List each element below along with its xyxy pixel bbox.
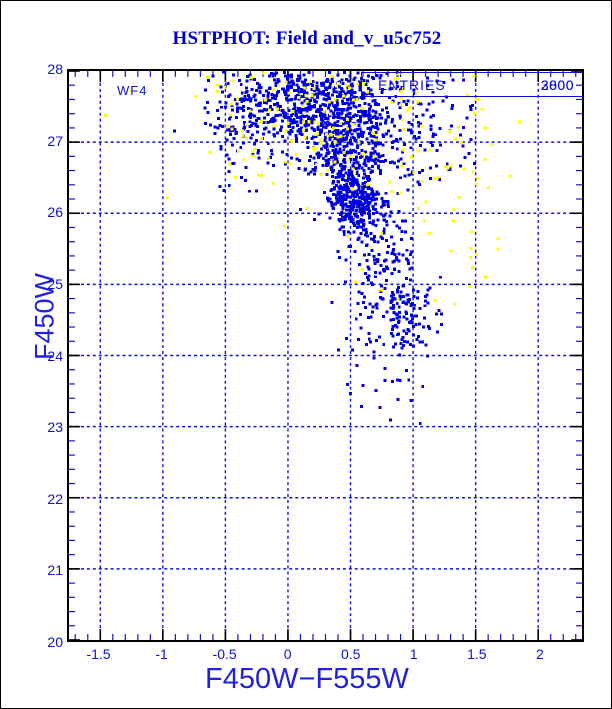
y-tick-label: 26 bbox=[47, 204, 63, 221]
y-tick-label: 22 bbox=[47, 490, 63, 507]
x-tick-label: -1.5 bbox=[86, 646, 111, 662]
y-tick-label: 21 bbox=[47, 562, 63, 579]
entries-value-primary: 2000 bbox=[540, 77, 574, 93]
axis-ticks bbox=[69, 71, 582, 640]
y-tick-label: 27 bbox=[47, 132, 63, 149]
entries-box: ENTRIES 2000 3800 bbox=[361, 72, 582, 97]
chip-label: WF4 bbox=[117, 83, 148, 98]
y-tick-label: 28 bbox=[47, 61, 63, 77]
entries-value-group: 2000 3800 bbox=[526, 77, 574, 94]
page-title: HSTPHOT: Field and_v_u5c752 bbox=[172, 28, 442, 49]
entries-value-overprint: 3800 bbox=[540, 77, 574, 93]
y-tick-label: 20 bbox=[47, 634, 63, 650]
y-tick-label: 23 bbox=[47, 419, 63, 436]
y-tick-label: 25 bbox=[47, 275, 63, 292]
x-tick-label: 0.5 bbox=[340, 646, 361, 662]
x-tick-label: 1 bbox=[409, 646, 418, 662]
x-tick-label: 1.5 bbox=[467, 646, 487, 662]
plot-area[interactable]: WF4 ENTRIES 2000 3800 bbox=[67, 69, 584, 642]
y-tick-label: 24 bbox=[47, 347, 63, 364]
x-axis-label: F450W−F555W bbox=[205, 663, 409, 695]
y-axis-label: F450W bbox=[29, 272, 60, 361]
x-tick-label: -1 bbox=[155, 646, 168, 662]
grid-lines bbox=[69, 71, 582, 640]
x-tick-label: 0 bbox=[283, 646, 292, 662]
x-tick-label: -0.5 bbox=[212, 646, 237, 662]
x-tick-label: 2 bbox=[535, 646, 544, 662]
entries-label: ENTRIES bbox=[378, 77, 446, 93]
scatter-points bbox=[103, 71, 522, 426]
